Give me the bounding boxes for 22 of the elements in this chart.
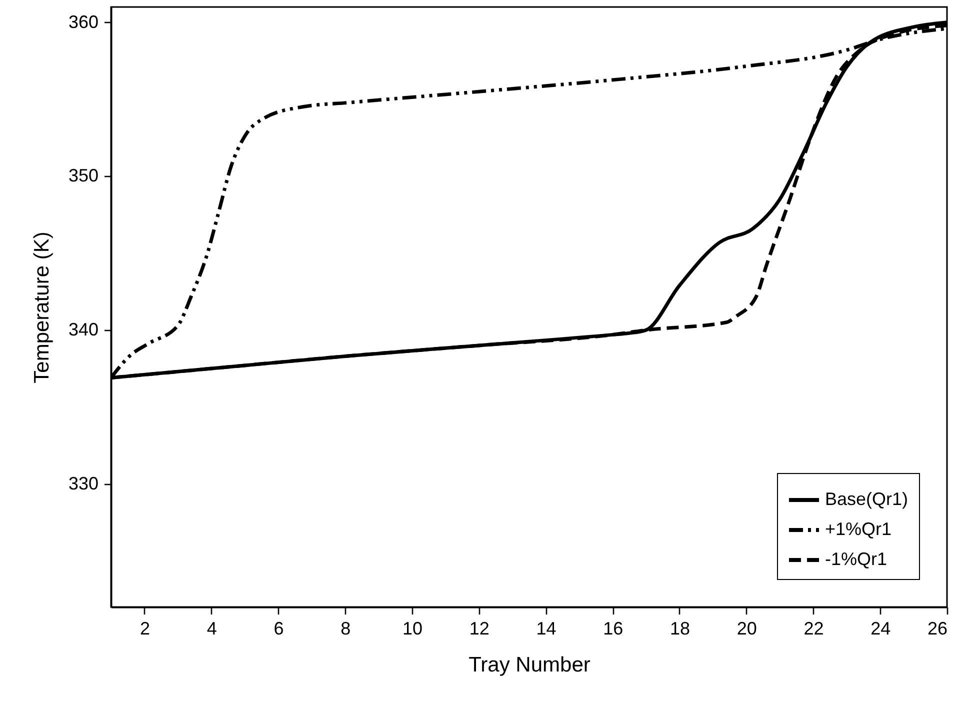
x-tick-label: 8 bbox=[340, 618, 351, 638]
legend-label: +1%Qr1 bbox=[825, 519, 892, 539]
x-tick-label: 16 bbox=[603, 618, 624, 638]
legend-label: -1%Qr1 bbox=[825, 549, 888, 569]
x-tick-label: 24 bbox=[870, 618, 891, 638]
x-tick-label: 4 bbox=[206, 618, 217, 638]
y-axis-title: Temperature (K) bbox=[30, 232, 54, 384]
x-tick-label: 26 bbox=[927, 618, 948, 638]
x-tick-label: 10 bbox=[402, 618, 422, 638]
x-tick-label: 22 bbox=[804, 618, 824, 638]
y-tick-label: 350 bbox=[68, 166, 98, 186]
y-tick-label: 340 bbox=[68, 320, 98, 340]
y-tick-label: 330 bbox=[68, 473, 98, 494]
x-tick-label: 18 bbox=[670, 618, 690, 638]
x-tick-label: 6 bbox=[274, 618, 284, 638]
x-tick-label: 20 bbox=[736, 618, 757, 638]
x-tick-label: 12 bbox=[469, 618, 490, 638]
x-tick-label: 14 bbox=[536, 618, 556, 638]
x-axis-title: Tray Number bbox=[468, 654, 590, 676]
y-tick-label: 360 bbox=[68, 12, 98, 32]
legend-label: Base(Qr1) bbox=[825, 489, 908, 509]
x-tick-label: 2 bbox=[140, 618, 150, 638]
